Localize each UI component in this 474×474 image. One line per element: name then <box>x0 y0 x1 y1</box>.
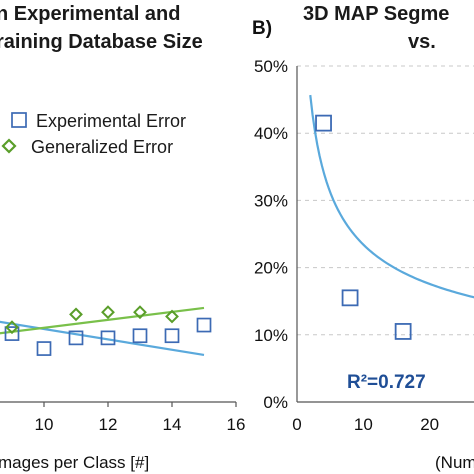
chart-panel-a: n Experimental and raining Database Size… <box>0 3 245 472</box>
generalized-error-point <box>133 305 147 320</box>
chart-b-fit-curve <box>309 94 474 299</box>
chart-b-panel-label: B) <box>252 18 272 39</box>
trendline-generalized <box>0 306 205 335</box>
legend-diamond-marker <box>1 138 17 154</box>
generalized-error-point <box>5 320 19 335</box>
chart-b-x-tick-label: 20 <box>420 415 439 434</box>
chart-b-title-line-1: 3D MAP Segme <box>303 3 449 25</box>
chart-a-x-tick-label: 12 <box>99 415 118 434</box>
trendline-experimental <box>0 320 205 357</box>
data-point <box>341 289 359 307</box>
chart-b-title-line-2: vs. <box>408 31 436 53</box>
experimental-error-point <box>164 328 180 344</box>
chart-b-x-tick-label: 0 <box>292 415 301 434</box>
chart-b-r-squared-annotation: R²=0.727 <box>347 372 426 393</box>
data-point <box>394 323 412 340</box>
generalized-error-point <box>101 305 115 320</box>
chart-b-y-tick-label: 40% <box>254 124 288 143</box>
experimental-error-point <box>68 330 84 346</box>
chart-a-marks <box>4 305 212 356</box>
legend-square-marker <box>11 112 27 128</box>
experimental-error-point <box>100 330 116 346</box>
chart-b-x-tick-label: 10 <box>354 415 373 434</box>
experimental-error-point <box>4 326 20 341</box>
chart-panel-b: B) 3D MAP Segme vs. 0% 10% 20% 30% 40% 50% 0 10… <box>252 3 474 472</box>
chart-b-y-tick-label: 50% <box>254 57 288 76</box>
chart-a-title-line-1: n Experimental and <box>0 3 181 25</box>
fit-curve <box>309 94 474 299</box>
chart-b-tick-labels: 0% 10% 20% 30% 40% 50% 0 10 20 <box>254 57 439 434</box>
chart-a-x-tick-label: 14 <box>163 415 182 434</box>
chart-a-x-axis-label: mages per Class [#] <box>0 453 149 472</box>
chart-a-x-tick-label: 10 <box>35 415 54 434</box>
chart-a-trendlines <box>0 306 205 357</box>
chart-b-y-tick-label: 10% <box>254 326 288 345</box>
chart-a-tick-labels: 10 12 14 16 <box>35 415 246 434</box>
chart-b-marks <box>315 114 412 340</box>
chart-b-y-tick-label: 30% <box>254 191 288 210</box>
chart-b-axes <box>296 66 474 403</box>
generalized-error-point <box>69 307 83 322</box>
chart-b-x-axis-label: (Num <box>435 453 474 472</box>
chart-b-y-tick-label: 0% <box>263 393 288 412</box>
data-point <box>315 114 332 132</box>
chart-b-y-tick-label: 20% <box>254 259 288 278</box>
chart-a-title-line-2: raining Database Size <box>0 31 203 53</box>
legend-entry-generalized: Generalized Error <box>31 137 173 157</box>
chart-b-gridlines <box>297 65 474 336</box>
experimental-error-point <box>196 317 212 333</box>
legend-entry-experimental: Experimental Error <box>36 111 186 131</box>
chart-a-axes <box>0 401 237 407</box>
generalized-error-point <box>165 309 179 324</box>
experimental-error-point <box>36 341 52 356</box>
experimental-error-point <box>132 328 148 344</box>
chart-a-legend: Experimental Error Generalized Error <box>1 111 186 157</box>
chart-a-x-tick-label: 16 <box>227 415 246 434</box>
